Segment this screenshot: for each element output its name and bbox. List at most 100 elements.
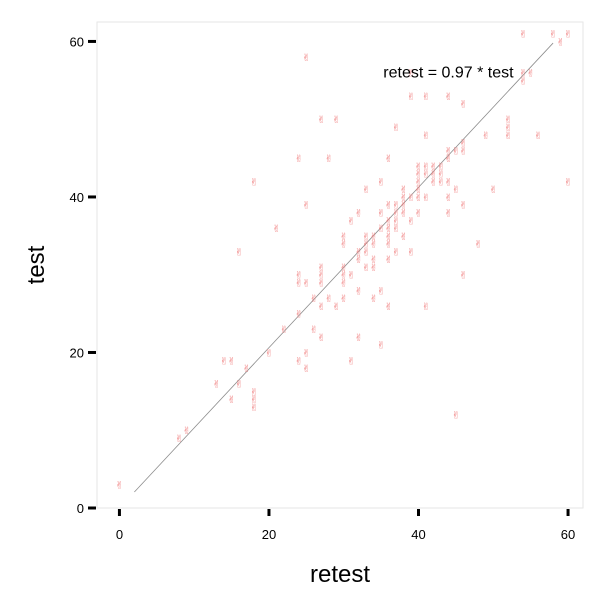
data-point: ✌ (362, 263, 370, 274)
data-point: ✌ (422, 193, 430, 204)
data-point: ✌ (212, 380, 220, 391)
data-point: ✌ (452, 411, 460, 422)
data-point: ✌ (422, 92, 430, 103)
y-tick-label: 20 (70, 345, 84, 360)
data-point: ✌ (482, 131, 490, 142)
data-point: ✌ (362, 247, 370, 258)
data-point: ✌ (519, 69, 527, 80)
data-point: ✌ (354, 209, 362, 220)
data-point: ✌ (384, 255, 392, 266)
points-layer: ✌✌✌✌✌✌✌✌✌✌✌✌✌✌✌✌✌✌✌✌✌✌✌✌✌✌✌✌✌✌✌✌✌✌✌✌✌✌✌✌… (115, 30, 572, 492)
data-point: ✌ (340, 232, 348, 243)
data-point: ✌ (429, 177, 437, 188)
data-point: ✌ (384, 302, 392, 313)
data-point: ✌ (325, 294, 333, 305)
y-axis-title: test (23, 245, 50, 284)
y-tick-label: 60 (70, 34, 84, 49)
data-point: ✌ (392, 123, 400, 134)
data-point: ✌ (414, 193, 422, 204)
data-point: ✌ (242, 364, 250, 375)
data-point: ✌ (347, 216, 355, 227)
data-point: ✌ (534, 131, 542, 142)
data-point: ✌ (407, 193, 415, 204)
data-point: ✌ (272, 224, 280, 235)
data-point: ✌ (407, 247, 415, 258)
data-point: ✌ (437, 177, 445, 188)
data-point: ✌ (392, 247, 400, 258)
data-point: ✌ (250, 395, 258, 406)
data-point: ✌ (459, 271, 467, 282)
data-point: ✌ (325, 154, 333, 165)
data-point: ✌ (317, 278, 325, 289)
data-point: ✌ (235, 247, 243, 258)
data-point: ✌ (444, 154, 452, 165)
data-point: ✌ (519, 30, 527, 41)
data-point: ✌ (437, 162, 445, 173)
data-point: ✌ (295, 278, 303, 289)
data-point: ✌ (504, 123, 512, 134)
data-point: ✌ (310, 325, 318, 336)
data-point: ✌ (444, 193, 452, 204)
data-point: ✌ (392, 209, 400, 220)
x-tick-label: 0 (116, 527, 123, 542)
data-point: ✌ (317, 302, 325, 313)
data-point: ✌ (340, 240, 348, 251)
data-point: ✌ (444, 177, 452, 188)
data-point: ✌ (302, 201, 310, 212)
data-point: ✌ (227, 395, 235, 406)
data-point: ✌ (332, 115, 340, 126)
data-point: ✌ (519, 76, 527, 87)
data-point: ✌ (302, 53, 310, 64)
data-point: ✌ (414, 185, 422, 196)
data-point: ✌ (175, 434, 183, 445)
data-point: ✌ (250, 177, 258, 188)
data-point: ✌ (399, 201, 407, 212)
data-point: ✌ (317, 271, 325, 282)
data-point: ✌ (362, 185, 370, 196)
data-point: ✌ (504, 131, 512, 142)
data-point: ✌ (340, 271, 348, 282)
data-point: ✌ (377, 224, 385, 235)
data-point: ✌ (384, 240, 392, 251)
data-point: ✌ (362, 232, 370, 243)
data-point: ✌ (564, 177, 572, 188)
data-point: ✌ (384, 224, 392, 235)
data-point: ✌ (414, 177, 422, 188)
data-point: ✌ (564, 30, 572, 41)
data-point: ✌ (384, 154, 392, 165)
data-point: ✌ (347, 356, 355, 367)
data-point: ✌ (489, 185, 497, 196)
data-point: ✌ (459, 139, 467, 150)
data-point: ✌ (444, 146, 452, 157)
data-point: ✌ (295, 356, 303, 367)
data-point: ✌ (295, 310, 303, 321)
data-point: ✌ (399, 185, 407, 196)
data-point: ✌ (429, 170, 437, 181)
data-point: ✌ (422, 162, 430, 173)
data-point: ✌ (377, 341, 385, 352)
fit-line (134, 42, 554, 493)
data-point: ✌ (407, 69, 415, 80)
data-point: ✌ (115, 481, 123, 492)
x-axis-title: retest (310, 561, 370, 588)
data-point: ✌ (369, 255, 377, 266)
data-point: ✌ (317, 333, 325, 344)
data-point: ✌ (459, 146, 467, 157)
data-point: ✌ (340, 278, 348, 289)
data-point: ✌ (459, 201, 467, 212)
data-point: ✌ (362, 240, 370, 251)
data-point: ✌ (414, 209, 422, 220)
x-tick-label: 40 (411, 527, 425, 542)
data-point: ✌ (220, 356, 228, 367)
data-point: ✌ (227, 356, 235, 367)
data-point: ✌ (369, 232, 377, 243)
data-point: ✌ (422, 131, 430, 142)
data-point: ✌ (429, 162, 437, 173)
data-point: ✌ (317, 263, 325, 274)
data-point: ✌ (414, 162, 422, 173)
data-point: ✌ (302, 364, 310, 375)
fit-line-layer (134, 42, 554, 493)
data-point: ✌ (474, 240, 482, 251)
data-point: ✌ (384, 201, 392, 212)
